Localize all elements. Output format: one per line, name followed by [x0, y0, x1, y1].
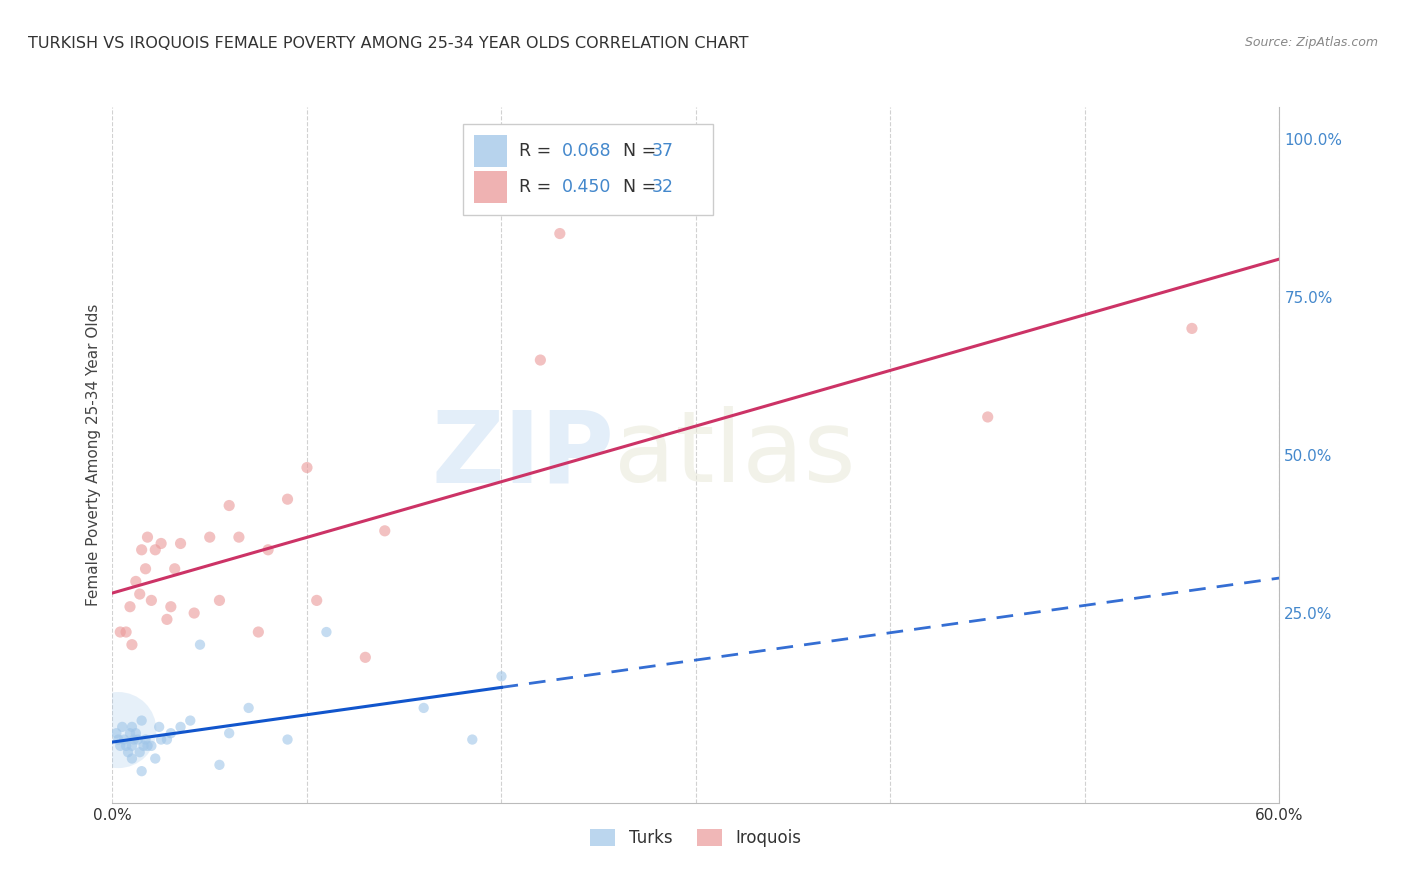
- Point: [131, 714, 153, 728]
- Point: [208, 593, 231, 607]
- Text: N =: N =: [612, 142, 662, 160]
- Point: [141, 739, 163, 753]
- Point: [228, 530, 250, 544]
- Point: [247, 625, 270, 640]
- Point: [156, 612, 179, 626]
- Point: [169, 536, 191, 550]
- Point: [150, 536, 173, 550]
- Text: R =: R =: [519, 142, 557, 160]
- Point: [276, 732, 298, 747]
- Point: [295, 460, 318, 475]
- Point: [163, 562, 186, 576]
- Point: [107, 732, 129, 747]
- Legend: Turks, Iroquois: Turks, Iroquois: [583, 822, 808, 854]
- Point: [976, 409, 998, 424]
- Point: [112, 732, 135, 747]
- Point: [156, 732, 179, 747]
- Point: [179, 714, 201, 728]
- Point: [125, 574, 148, 589]
- Point: [115, 625, 138, 640]
- Point: [131, 542, 153, 557]
- Point: [128, 745, 150, 759]
- Text: 0.068: 0.068: [562, 142, 612, 160]
- Point: [121, 638, 143, 652]
- Point: [127, 732, 149, 747]
- Text: TURKISH VS IROQUOIS FEMALE POVERTY AMONG 25-34 YEAR OLDS CORRELATION CHART: TURKISH VS IROQUOIS FEMALE POVERTY AMONG…: [28, 36, 748, 51]
- Point: [121, 720, 143, 734]
- Point: [118, 726, 141, 740]
- Point: [354, 650, 377, 665]
- FancyBboxPatch shape: [463, 124, 713, 215]
- Point: [125, 726, 148, 740]
- Text: 0.450: 0.450: [562, 178, 612, 196]
- Point: [141, 593, 163, 607]
- Point: [1181, 321, 1204, 335]
- Point: [150, 732, 173, 747]
- Point: [121, 751, 143, 765]
- Point: [374, 524, 396, 538]
- Point: [128, 587, 150, 601]
- Text: R =: R =: [519, 178, 557, 196]
- Point: [136, 739, 159, 753]
- Point: [143, 751, 166, 765]
- Point: [529, 353, 551, 368]
- Y-axis label: Female Poverty Among 25-34 Year Olds: Female Poverty Among 25-34 Year Olds: [86, 304, 101, 606]
- Point: [160, 726, 183, 740]
- FancyBboxPatch shape: [474, 171, 508, 202]
- Point: [198, 530, 221, 544]
- Point: [105, 726, 128, 740]
- Point: [276, 492, 298, 507]
- Point: [160, 599, 183, 614]
- Point: [132, 739, 155, 753]
- Point: [218, 726, 240, 740]
- Point: [548, 227, 571, 241]
- Point: [122, 732, 145, 747]
- Point: [135, 562, 157, 576]
- Point: [107, 723, 129, 737]
- Point: [131, 764, 153, 779]
- Point: [188, 638, 211, 652]
- Text: ZIP: ZIP: [432, 407, 614, 503]
- Text: 37: 37: [651, 142, 673, 160]
- Text: 32: 32: [651, 178, 673, 196]
- Point: [143, 542, 166, 557]
- Point: [238, 701, 260, 715]
- Point: [136, 530, 159, 544]
- Point: [412, 701, 434, 715]
- Point: [491, 669, 513, 683]
- Point: [305, 593, 328, 607]
- Point: [117, 745, 139, 759]
- Point: [208, 757, 231, 772]
- Point: [169, 720, 191, 734]
- Point: [135, 732, 157, 747]
- Point: [118, 599, 141, 614]
- FancyBboxPatch shape: [474, 136, 508, 167]
- Point: [110, 739, 132, 753]
- Point: [111, 720, 134, 734]
- Point: [183, 606, 205, 620]
- Point: [218, 499, 240, 513]
- Text: N =: N =: [612, 178, 662, 196]
- Point: [257, 542, 280, 557]
- Text: atlas: atlas: [614, 407, 856, 503]
- Point: [110, 625, 132, 640]
- Point: [461, 732, 484, 747]
- Point: [115, 739, 138, 753]
- Text: Source: ZipAtlas.com: Source: ZipAtlas.com: [1244, 36, 1378, 49]
- Point: [148, 720, 170, 734]
- Point: [121, 739, 143, 753]
- Point: [315, 625, 337, 640]
